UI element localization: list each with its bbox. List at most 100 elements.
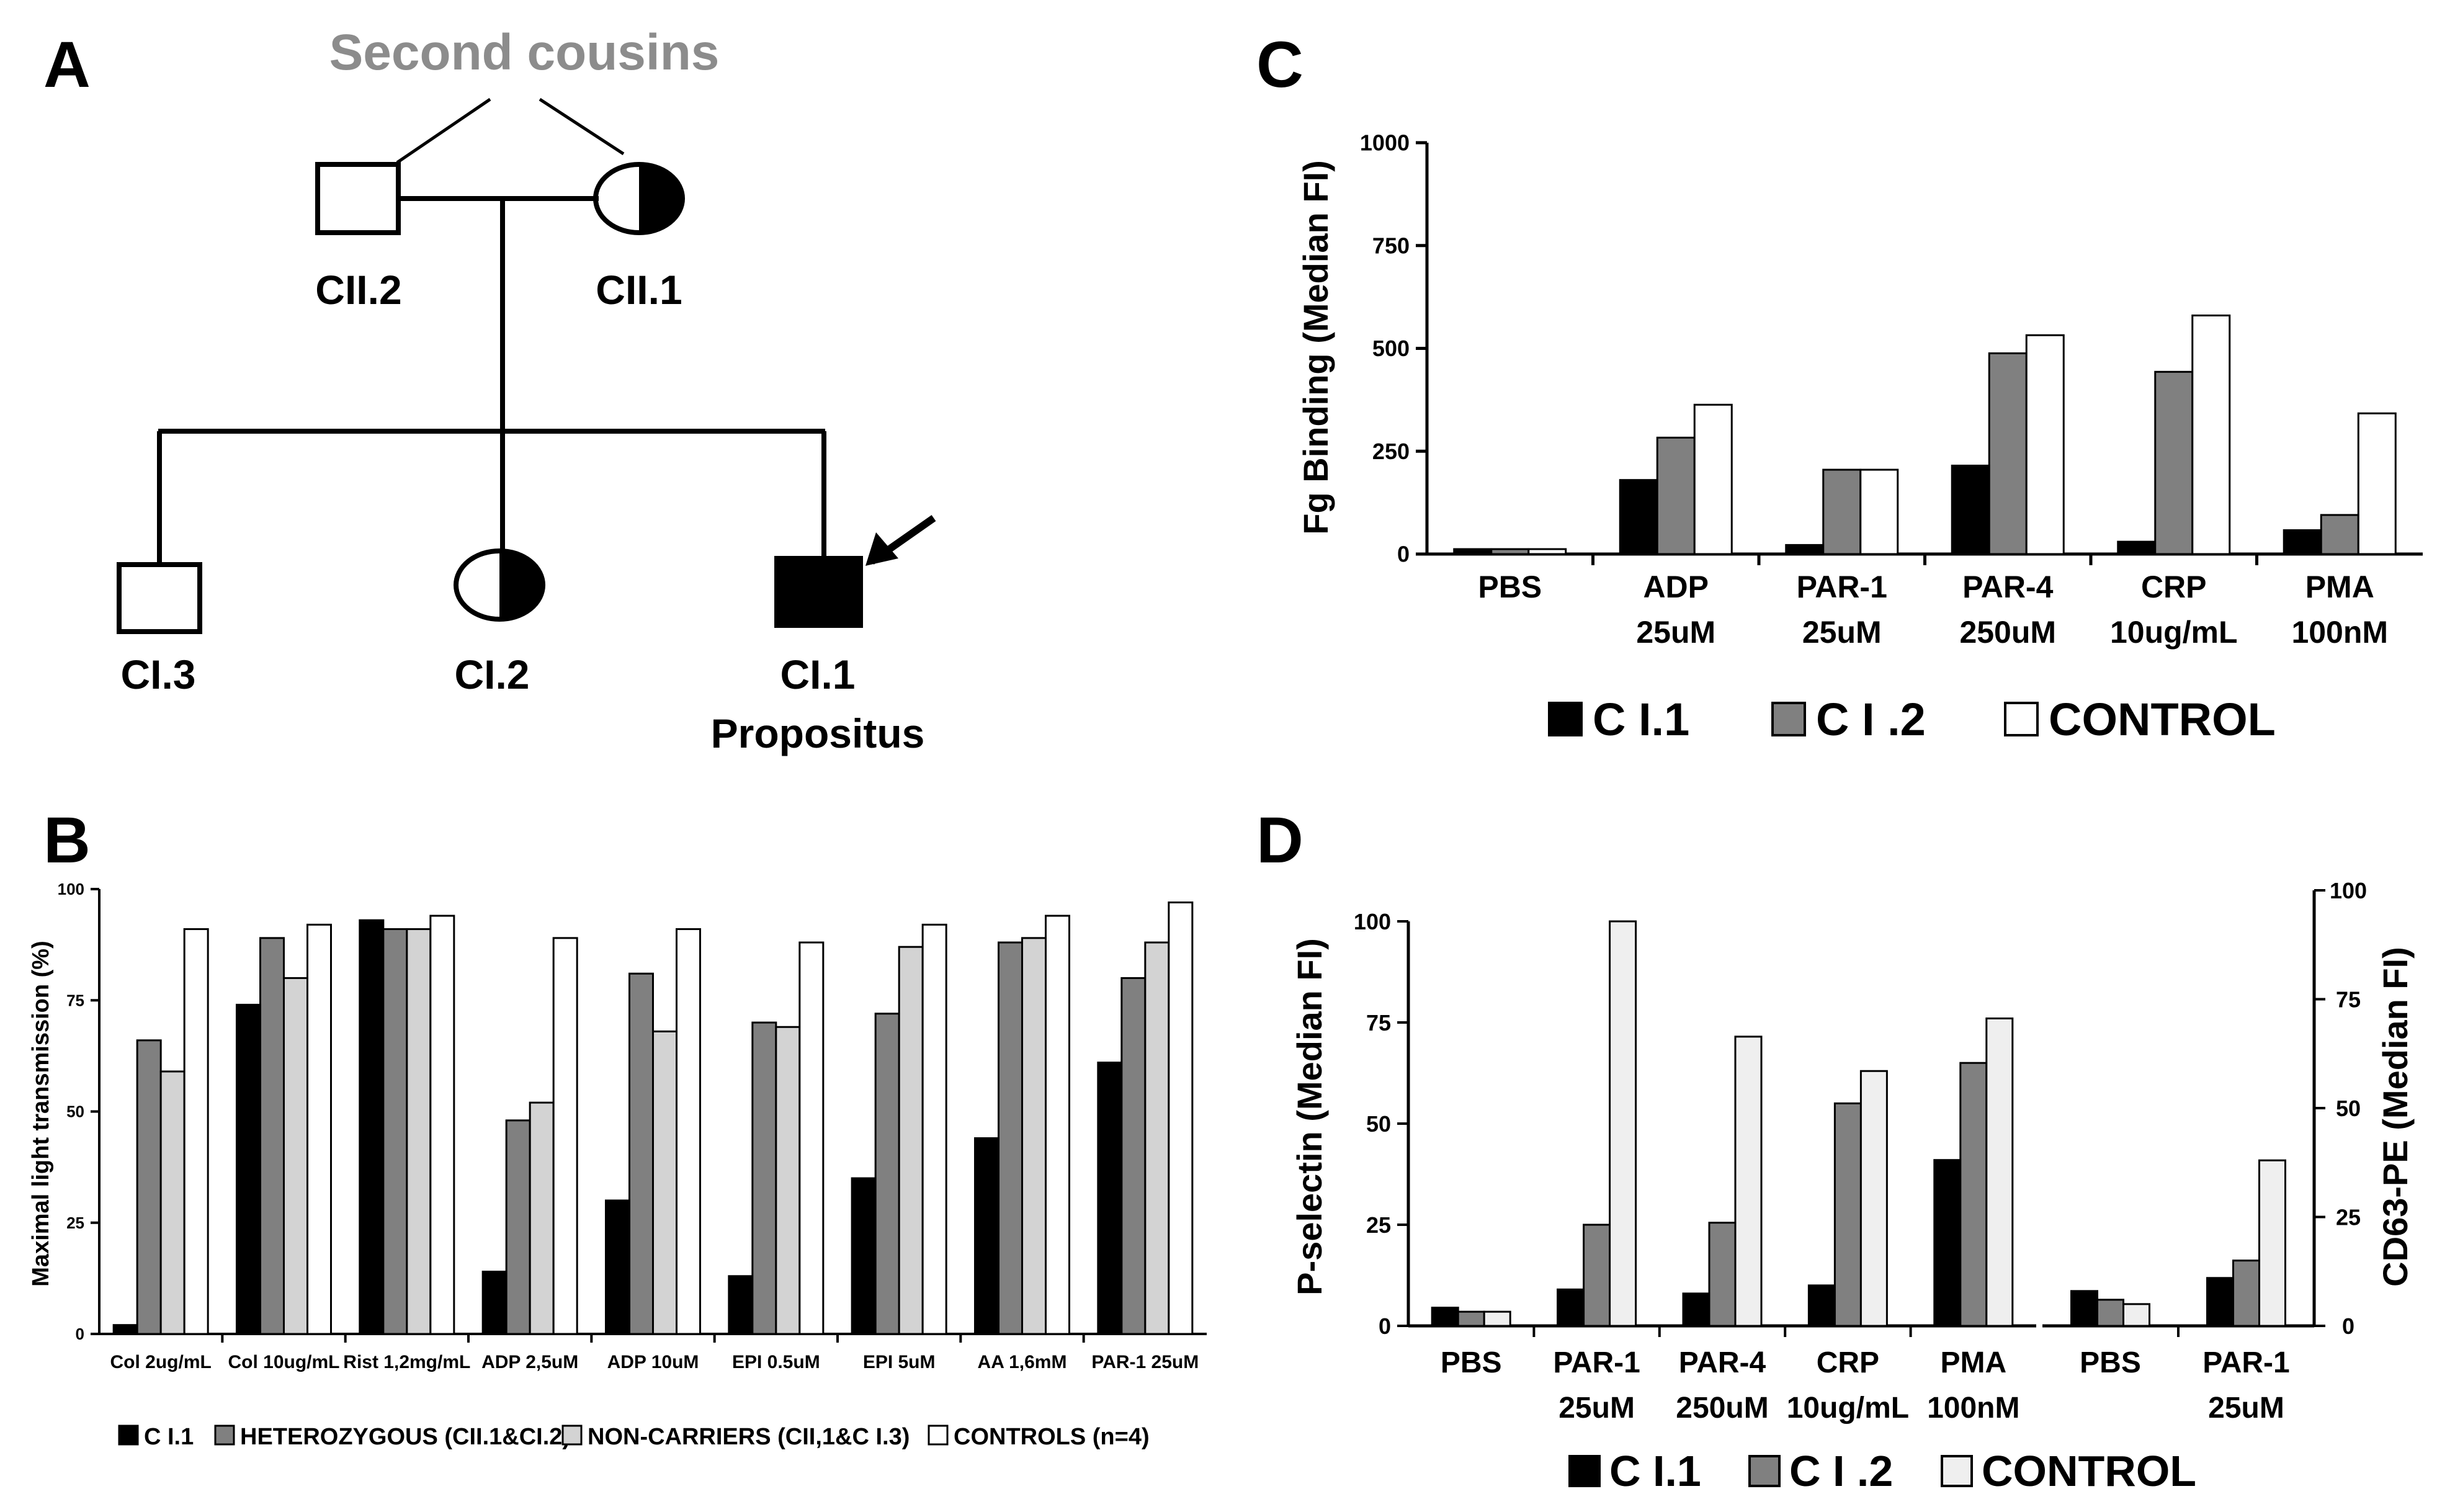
bar <box>2070 1290 2098 1327</box>
legend-swatch <box>1941 1455 1973 1487</box>
bar <box>1656 436 1696 555</box>
panel-b: B Maximal light transmission (%) 0 25 50 75… <box>28 804 1207 1450</box>
category-label: 25uM <box>1802 615 1882 650</box>
legend-swatch <box>1748 1455 1781 1487</box>
cii2-label: CII.2 <box>315 267 401 313</box>
ci3-square-symbol <box>117 562 202 634</box>
bar <box>183 928 209 1335</box>
bar <box>529 1101 555 1335</box>
bar <box>2283 529 2322 555</box>
y-tick-label: 50 <box>1366 1111 1391 1137</box>
bar <box>359 919 385 1335</box>
legend-label: NON-CARRIERS (CII,1&C I.3) <box>588 1424 910 1450</box>
bar <box>1785 544 1825 555</box>
category-label: 25uM <box>1558 1392 1635 1425</box>
bar <box>1168 901 1194 1335</box>
panel-d-ylabel-right: CD63-PE (Median FI) <box>2376 947 2415 1287</box>
legend-swatch <box>561 1425 583 1446</box>
category-label: CRP <box>1817 1346 1879 1379</box>
legend-label: C I.1 <box>144 1424 194 1450</box>
bar <box>1483 1310 1511 1327</box>
bar <box>505 1119 531 1335</box>
legend-label: CONTROL <box>2049 694 2276 745</box>
y-tick-label-right: 100 <box>2330 878 2367 903</box>
y-tick-label: 500 <box>1372 336 1410 361</box>
bar <box>652 1030 677 1335</box>
category-label: ADP 10uM <box>607 1352 699 1372</box>
legend-label: C I.1 <box>1593 694 1689 745</box>
panel-d-chart: 0 0 25 25 50 50 75 75 100 100 PBS PAR-1 25uM PAR-4 250… <box>1354 878 2367 1425</box>
category-label: PAR-1 <box>1553 1346 1640 1379</box>
bar <box>259 937 285 1335</box>
category-label: AA 1,6mM <box>978 1352 1067 1372</box>
y-tick-label-right: 75 <box>2336 987 2361 1013</box>
category-label: PAR-4 <box>1962 570 2054 604</box>
bar <box>628 972 654 1335</box>
y-tick-label-right: 50 <box>2336 1096 2361 1121</box>
bar <box>1144 941 1170 1335</box>
cii2-square-symbol <box>315 162 401 235</box>
panel-d-letter: D <box>1256 804 1304 877</box>
ci2-half-circle-symbol <box>454 548 545 622</box>
category-label: PAR-1 <box>1797 570 1887 604</box>
bar <box>406 928 432 1335</box>
panel-a-letter: A <box>43 29 91 101</box>
bar <box>851 1177 877 1335</box>
category-label: 250uM <box>1959 615 2056 650</box>
legend-label: C I.1 <box>1609 1447 1701 1495</box>
legend-swatch <box>118 1425 139 1446</box>
ci1-filled-square-symbol <box>774 556 863 628</box>
category-label: PBS <box>1441 1346 1502 1379</box>
category-label: 250uM <box>1676 1392 1768 1425</box>
category-label: PAR-1 <box>2202 1346 2289 1379</box>
bar <box>2117 540 2157 555</box>
second-cousins-label: Second cousins <box>329 24 720 81</box>
bar <box>1859 468 1899 555</box>
bar <box>1453 548 1493 555</box>
bar <box>2232 1259 2260 1327</box>
category-label: PMA <box>1940 1346 2006 1379</box>
y-tick-label: 250 <box>1372 439 1410 464</box>
bar <box>2191 314 2231 555</box>
bar <box>1807 1284 1836 1327</box>
panel-c-legend: C I.1 C I .2 CONTROL <box>1548 694 2276 745</box>
bar <box>1097 1062 1123 1335</box>
panel-d: D P-selectin (Median FI) CD63-PE (Median… <box>1256 804 2415 1495</box>
category-label: CRP <box>2141 570 2207 604</box>
category-label: EPI 5uM <box>863 1352 936 1372</box>
bar <box>1045 915 1070 1335</box>
ci1-propositus-label: Propositus <box>711 710 925 756</box>
legend-label: CONTROL <box>1982 1447 2196 1495</box>
legend-label: C I .2 <box>1816 694 1926 745</box>
bar <box>974 1137 999 1335</box>
y-tick-label: 0 <box>1397 542 1410 567</box>
bar <box>1708 1222 1737 1327</box>
panel-c-chart: 0 250 500 750 1000 PBS ADP 25uM PAR-1 25uM PAR-4 25… <box>1360 130 2423 650</box>
bar <box>2206 1277 2234 1327</box>
category-label: PAR-1 25uM <box>1091 1352 1199 1372</box>
category-label: Col 10ug/mL <box>228 1352 339 1372</box>
bar <box>1583 1223 1611 1327</box>
bar <box>306 923 332 1335</box>
bar <box>1490 548 1530 555</box>
bar <box>874 1013 900 1335</box>
bar <box>1527 548 1567 555</box>
bar <box>2320 514 2359 555</box>
legend-swatch <box>928 1425 949 1446</box>
bar <box>1822 468 1862 555</box>
bar <box>481 1271 508 1335</box>
ci3-label: CI.3 <box>120 651 195 697</box>
panel-b-ylabel: Maximal light transmission (%) <box>28 941 54 1286</box>
bar <box>1859 1070 1888 1327</box>
bar <box>1557 1288 1585 1327</box>
category-label: ADP 2,5uM <box>481 1352 578 1372</box>
bar <box>2096 1299 2124 1327</box>
bar <box>2154 370 2194 555</box>
category-label: 10ug/mL <box>2110 615 2238 650</box>
bar <box>1021 937 1047 1335</box>
y-tick-label: 50 <box>66 1103 84 1121</box>
bar <box>728 1275 754 1335</box>
y-tick-label-right: 0 <box>2342 1313 2354 1339</box>
panel-b-chart: 0 25 50 75 100 Col 2ug/mL Col 10ug/mL Rist 1,2m… <box>58 880 1207 1372</box>
bar <box>751 1021 777 1335</box>
